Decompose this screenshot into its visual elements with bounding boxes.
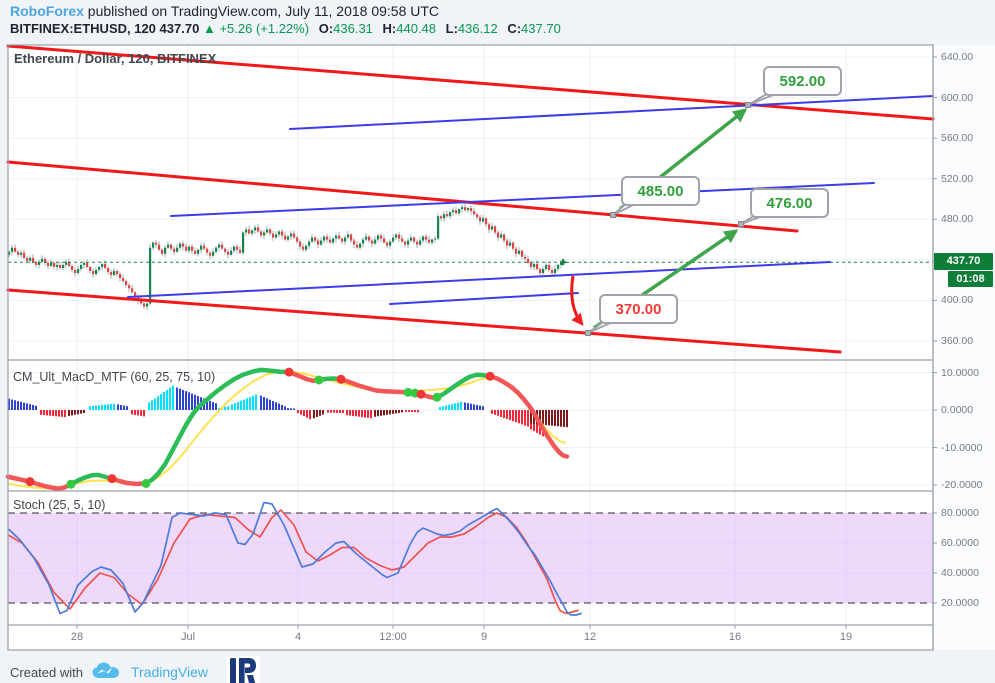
gridlines: [8, 45, 933, 625]
macd-cross-dot: [25, 477, 35, 487]
trendline-red-channel-mid[interactable]: [6, 160, 799, 233]
macd-line-green: [143, 367, 292, 486]
macd-cross-dot: [314, 375, 324, 385]
macd-pane: [5, 367, 570, 491]
trendline-blue-trend-lowest[interactable]: [389, 292, 579, 305]
trendline-blue-trend-lower[interactable]: [127, 261, 831, 298]
price-callout-485[interactable]: 485.00: [621, 176, 700, 206]
time-tick-label: Jul: [180, 631, 196, 643]
price-callout-370[interactable]: 370.00: [599, 294, 678, 324]
open-label: O:: [318, 21, 334, 36]
macd-cross-dot: [66, 479, 76, 489]
up-arrow-icon: ▲: [202, 21, 216, 36]
price-tick-label: 400.00: [941, 294, 974, 307]
macd-pane-title: CM_Ult_MacD_MTF (60, 25, 75, 10): [13, 370, 216, 384]
callout-anchor-dot[interactable]: [585, 330, 591, 336]
trendlines: [6, 44, 935, 354]
macd-tick-label: -10.0000: [941, 441, 983, 454]
macd-tick-label: 0.0000: [941, 404, 974, 416]
macd-cross-dot: [284, 367, 294, 377]
bar-countdown-badge: 01:08: [948, 271, 993, 287]
stoch-k-line: [8, 501, 582, 616]
price-tick-label: 560.00: [941, 132, 974, 145]
callout-anchor-dot[interactable]: [738, 221, 744, 227]
callout-anchor-dot[interactable]: [610, 212, 616, 218]
stoch-pane: [8, 501, 933, 616]
close-value: 437.70: [521, 21, 561, 36]
open-value: 436.31: [333, 21, 373, 36]
time-tick-label: 12: [583, 631, 597, 643]
symbol-label: BITFINEX:ETHUSD, 120: [10, 21, 156, 36]
change-text: +5.26 (+1.22%): [219, 21, 310, 36]
price-tick-label: 640.00: [941, 51, 974, 63]
time-tick-label: 19: [839, 631, 853, 643]
macd-tick-label: -20.0000: [941, 479, 983, 491]
stoch-pane-title: Stoch (25, 5, 10): [13, 498, 106, 512]
callout-anchor-dot[interactable]: [745, 102, 751, 108]
callout-text: 485.00: [637, 182, 684, 200]
callout-text: 476.00: [766, 194, 813, 212]
price-scale-background[interactable]: [933, 45, 995, 650]
publish-caption: RoboForex published on TradingView.com, …: [10, 3, 439, 19]
macd-cross-dot: [107, 474, 117, 484]
stoch-tick-label: 20.0000: [941, 597, 979, 609]
trendline-blue-trend-upper[interactable]: [289, 95, 934, 130]
price-tick-label: 480.00: [941, 213, 974, 226]
macd-cross-dot: [485, 371, 495, 381]
roboforex-link[interactable]: RoboForex: [10, 3, 84, 19]
stoch-band: [8, 513, 933, 603]
created-with-text: Created with: [10, 664, 83, 680]
stoch-tick-label: 40.0000: [941, 567, 979, 579]
trendline-red-channel-bottom[interactable]: [6, 288, 842, 354]
macd-cross-dot: [432, 392, 442, 402]
price-pane-title: Ethereum / Dollar, 120, BITFINEX: [14, 51, 217, 66]
candles: [8, 203, 566, 311]
high-label: H:: [382, 21, 397, 36]
trendline-red-channel-top[interactable]: [6, 44, 935, 121]
time-tick-label: 12:00: [379, 631, 407, 643]
last-price-badge: 437.70: [934, 253, 993, 270]
tradingview-cloud-icon[interactable]: [91, 661, 121, 683]
macd-line-green: [68, 472, 115, 487]
low-label: L:: [445, 21, 458, 36]
stoch-tick-label: 60.0000: [941, 537, 979, 549]
macd-line-red: [338, 377, 411, 395]
close-label: C:: [507, 21, 522, 36]
macd-cross-dot: [416, 389, 426, 399]
publish-text: published on TradingView.com, July 11, 2…: [83, 3, 440, 19]
high-value: 440.48: [396, 21, 437, 36]
price-callout-476[interactable]: 476.00: [750, 188, 829, 218]
macd-line-red: [487, 374, 570, 459]
tradingview-link[interactable]: TradingView: [130, 664, 209, 680]
time-tick-label: 4: [294, 631, 302, 643]
roboforex-logo[interactable]: [226, 656, 261, 683]
last-price-text: 437.70: [159, 21, 200, 36]
red-breakdown-arrow[interactable]: [570, 275, 584, 326]
time-tick-label: 9: [480, 631, 488, 643]
macd-tick-label: 10.0000: [941, 366, 979, 379]
time-tick-label: 28: [70, 631, 84, 643]
macd-cross-dot: [336, 374, 346, 384]
price-callout-592[interactable]: 592.00: [763, 66, 842, 96]
price-tick-label: 520.00: [941, 172, 974, 185]
low-value: 436.12: [457, 21, 498, 36]
footer: Created with TradingView: [10, 656, 261, 683]
macd-cross-dot: [141, 479, 151, 488]
macd-line-green: [434, 372, 493, 400]
price-tick-label: 600.00: [941, 91, 974, 104]
callout-text: 592.00: [779, 72, 826, 90]
macd-line-red: [109, 476, 149, 487]
macd-line-red: [5, 474, 74, 491]
symbol-ohlc-row: BITFINEX:ETHUSD, 120 437.70 ▲ +5.26 (+1.…: [10, 21, 561, 36]
macd-cross-dot: [403, 387, 413, 397]
callout-text: 370.00: [615, 300, 662, 318]
stoch-tick-label: 80.0000: [941, 507, 979, 519]
pane-frame: [7, 44, 937, 651]
time-tick-label: 16: [728, 631, 742, 643]
price-tick-label: 360.00: [941, 335, 974, 347]
